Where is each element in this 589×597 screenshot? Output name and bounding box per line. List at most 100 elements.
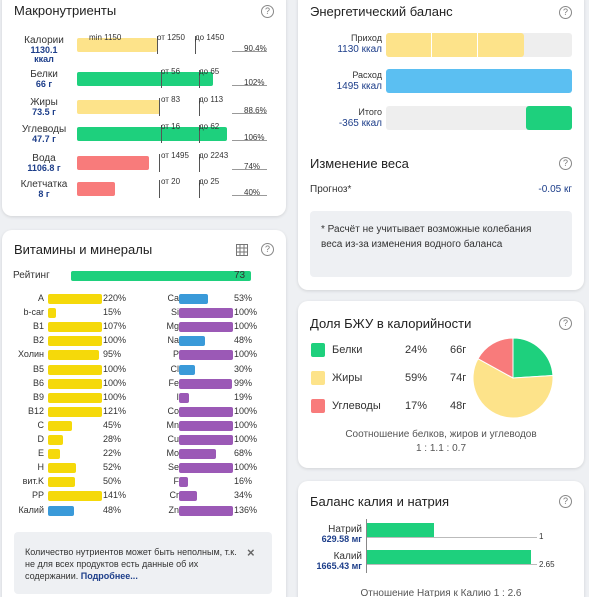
vitamins-title: Витамины и минералы xyxy=(14,242,153,257)
bju-grams: 74г xyxy=(450,372,467,384)
macro-from-label: от 1495 xyxy=(161,151,189,160)
help-icon[interactable]: ? xyxy=(559,6,572,19)
vitamin-bar xyxy=(48,364,102,375)
sodium-line xyxy=(367,537,537,538)
vitamin-bar xyxy=(179,294,208,304)
legend-swatch xyxy=(311,343,325,357)
macro-bar: от 1495 до 2243 xyxy=(77,151,237,172)
vitamin-percent: 100% xyxy=(103,335,127,346)
note-link[interactable]: Подробнее... xyxy=(80,571,138,581)
pie-slice-1 xyxy=(472,358,554,419)
macro-guide-line xyxy=(232,140,267,141)
macros-title: Макронутриенты xyxy=(14,3,117,18)
vitamin-name: Zn xyxy=(168,504,179,515)
help-icon[interactable]: ? xyxy=(261,5,274,18)
note-text: Количество нутриентов может быть неполны… xyxy=(25,546,245,582)
total-label: Итого xyxy=(358,107,382,117)
macro-guide-line xyxy=(232,85,267,86)
macro-fill xyxy=(77,72,213,86)
vitamin-percent: 100% xyxy=(103,391,127,402)
macro-to-label: до 65 xyxy=(199,67,220,76)
macro-from-label: от 83 xyxy=(161,95,181,104)
bju-name: Углеводы xyxy=(332,400,381,412)
macro-to-label: до 25 xyxy=(199,177,220,186)
vitamin-percent: 100% xyxy=(234,321,258,332)
help-icon[interactable]: ? xyxy=(559,157,572,170)
help-icon[interactable]: ? xyxy=(559,317,572,330)
potassium-axis xyxy=(366,519,367,573)
forecast-value: -0.05 кг xyxy=(538,184,572,195)
rating-track xyxy=(71,271,251,281)
help-icon[interactable]: ? xyxy=(261,243,274,256)
vitamin-bar xyxy=(48,322,102,333)
vitamin-bar xyxy=(48,378,102,389)
macro-bar: от 20 до 25 xyxy=(77,177,237,198)
weight-note-text: * Расчёт не учитывает возможные колебани… xyxy=(321,224,532,250)
bju-grams: 66г xyxy=(450,344,467,356)
vitamin-name: Холин xyxy=(18,349,44,360)
macro-percent: 102% xyxy=(244,78,265,87)
macro-from-label: от 1250 xyxy=(157,33,185,42)
income-value: 1130 ккал xyxy=(337,44,382,55)
macro-from-label: от 20 xyxy=(161,177,181,186)
help-icon[interactable]: ? xyxy=(559,495,572,508)
macro-tick-to xyxy=(199,180,200,198)
vitamin-name: D xyxy=(37,434,45,444)
vitamin-name: E xyxy=(37,448,44,459)
income-divider xyxy=(476,33,478,57)
macro-bar: min 1150 от 1250 до 1450 xyxy=(77,33,237,54)
total-bar xyxy=(386,106,572,130)
bju-percent: 24% xyxy=(405,344,428,356)
vitamin-percent: 53% xyxy=(234,293,253,303)
close-icon[interactable]: × xyxy=(247,545,255,560)
vitamin-bar xyxy=(48,477,75,488)
macro-tick-from xyxy=(161,70,162,88)
vitamin-percent: 121% xyxy=(103,405,127,416)
bju-ratio: 1 : 1.1 : 0.7 xyxy=(415,443,467,454)
vitamin-percent: 100% xyxy=(234,405,258,416)
potassium-line xyxy=(367,564,537,565)
potassium-value: 1665.43 мг xyxy=(316,561,362,571)
macro-name: Углеводы xyxy=(21,124,67,135)
vitamin-name: Калий xyxy=(18,504,44,515)
table-icon[interactable] xyxy=(236,243,248,256)
macro-fill xyxy=(77,182,116,196)
macro-fill xyxy=(77,100,161,114)
bju-ratio-label: Соотношение белков, жиров и углеводов xyxy=(345,429,537,440)
vitamin-name: Mn xyxy=(166,419,179,430)
macro-fill xyxy=(77,127,228,141)
macro-tick-to xyxy=(199,70,200,88)
vitamin-name: Na xyxy=(167,335,179,346)
total-fill xyxy=(526,106,572,130)
macro-value: 66 г xyxy=(35,79,53,89)
legend-swatch xyxy=(311,399,325,413)
vitamin-name: B1 xyxy=(32,321,44,332)
vitamin-percent: 100% xyxy=(234,307,258,318)
expense-label: Расход xyxy=(352,70,382,80)
vitamin-bar xyxy=(48,336,102,347)
income-fill xyxy=(386,33,524,57)
note-body: Количество нутриентов может быть неполны… xyxy=(25,547,237,581)
macro-value: 1130.1 xyxy=(30,45,58,55)
macro-value: 73.5 г xyxy=(32,107,56,117)
vitamin-percent: 141% xyxy=(103,490,127,501)
income-label: Приход xyxy=(351,33,382,43)
vitamin-percent: 15% xyxy=(103,307,122,318)
vitamin-name: PP xyxy=(31,490,44,501)
macro-tick-to xyxy=(195,36,196,54)
potassium-bar xyxy=(367,550,531,564)
sodium-bar xyxy=(367,523,434,537)
sodium-label: Натрий xyxy=(328,524,362,535)
vitamin-percent: 136% xyxy=(234,504,258,515)
macro-percent: 40% xyxy=(244,188,261,197)
vitamin-percent: 34% xyxy=(234,490,253,501)
macro-guide-line xyxy=(232,51,267,52)
macro-percent: 74% xyxy=(244,162,261,171)
vitamin-name: Mo xyxy=(166,448,179,459)
macro-bar: от 56 до 65 xyxy=(77,67,237,88)
vitamin-bar xyxy=(179,449,216,460)
bju-percent: 59% xyxy=(405,372,428,384)
vitamin-bar xyxy=(48,463,77,474)
income-bar xyxy=(386,33,572,57)
potassium-card xyxy=(298,481,584,597)
